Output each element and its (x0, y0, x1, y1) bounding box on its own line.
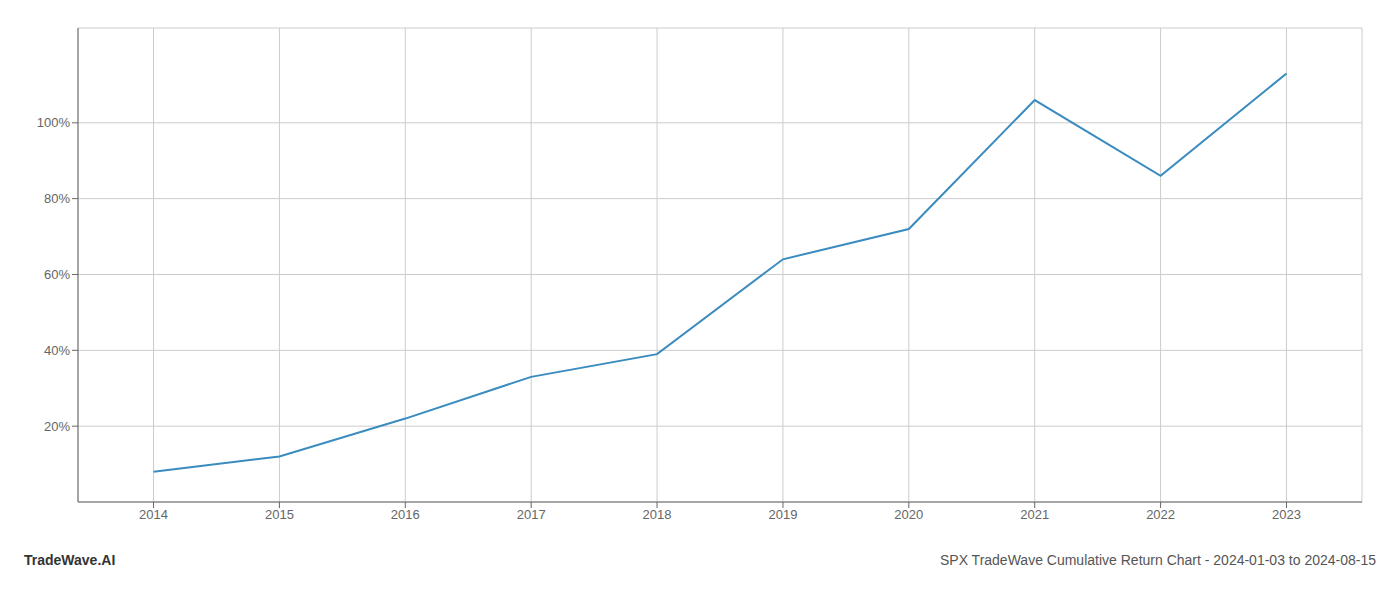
svg-text:2018: 2018 (643, 507, 672, 522)
svg-text:80%: 80% (44, 191, 70, 206)
svg-text:2020: 2020 (894, 507, 923, 522)
svg-text:2016: 2016 (391, 507, 420, 522)
html-text:SPX TradeWave Cumulative Retur: SPX TradeWave Cumulative Return Chart - … (940, 552, 1376, 568)
svg-text:2015: 2015 (265, 507, 294, 522)
svg-text:20%: 20% (44, 419, 70, 434)
svg-text:100%: 100% (37, 115, 71, 130)
svg-text:2014: 2014 (139, 507, 168, 522)
html-text:TradeWave.AI: TradeWave.AI (24, 552, 116, 568)
svg-text:2023: 2023 (1272, 507, 1301, 522)
svg-text:60%: 60% (44, 267, 70, 282)
svg-text:2019: 2019 (768, 507, 797, 522)
svg-text:40%: 40% (44, 343, 70, 358)
svg-text:2021: 2021 (1020, 507, 1049, 522)
svg-text:2017: 2017 (517, 507, 546, 522)
svg-text:2022: 2022 (1146, 507, 1175, 522)
